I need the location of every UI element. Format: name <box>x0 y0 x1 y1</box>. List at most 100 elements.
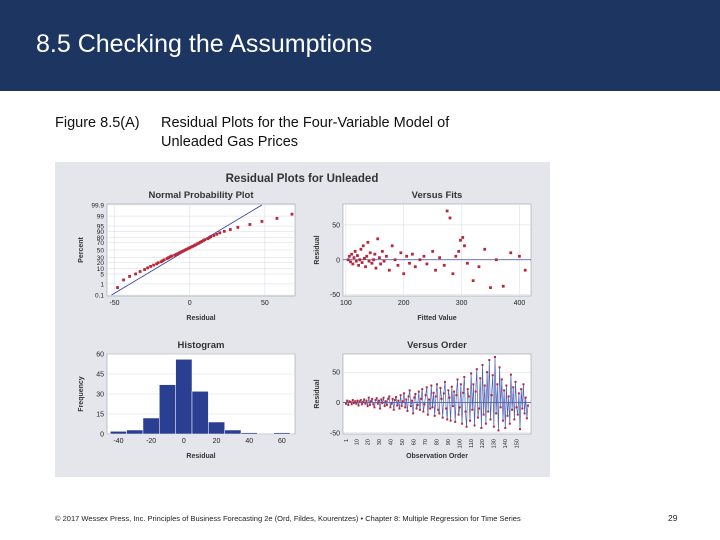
order-point <box>458 406 461 409</box>
npp-point <box>159 260 163 264</box>
order-point <box>347 403 350 406</box>
order-point <box>421 388 424 391</box>
order-point <box>494 356 497 359</box>
order-point <box>390 402 393 405</box>
fits-point <box>349 260 352 264</box>
hist-xtick-label: -40 <box>113 438 123 445</box>
order-point <box>413 396 416 399</box>
order-point <box>440 397 443 400</box>
fits-point <box>451 272 455 276</box>
order-xtick-label: 100 <box>457 439 463 448</box>
fits-point <box>399 251 403 255</box>
order-point <box>354 400 357 403</box>
order-point <box>461 422 464 425</box>
order-point <box>346 399 349 402</box>
order-point <box>384 400 387 403</box>
order-point <box>483 384 486 387</box>
npp-point <box>195 242 199 246</box>
order-point <box>397 399 400 402</box>
order-xtick-label: 40 <box>389 439 395 445</box>
order-point <box>359 399 362 402</box>
order-point <box>470 372 473 375</box>
slide-footer: © 2017 Wessex Press, Inc. Principles of … <box>55 514 521 523</box>
npp-point <box>138 270 142 273</box>
order-point <box>453 390 456 393</box>
order-point <box>463 376 466 379</box>
fits-point <box>360 261 364 264</box>
fits-point <box>418 258 422 262</box>
order-point <box>407 395 410 398</box>
npp-point <box>222 229 226 233</box>
fits-point <box>353 249 357 253</box>
order-point <box>524 396 527 399</box>
npp-point <box>167 256 171 260</box>
fits-point <box>501 284 505 288</box>
order-point <box>399 394 402 397</box>
order-point <box>490 394 493 397</box>
normal-probability-plot-title: Normal Probability Plot <box>148 190 254 201</box>
fits-point <box>393 258 397 262</box>
npp-point <box>209 235 213 239</box>
order-point <box>487 410 490 413</box>
order-point <box>508 422 511 425</box>
order-point <box>408 389 411 392</box>
order-point <box>479 377 482 380</box>
versus-order-plot-xlabel: Observation Order <box>406 453 468 460</box>
order-point <box>422 410 425 413</box>
fits-point <box>367 259 371 263</box>
npp-ytick-label: 20 <box>97 260 105 267</box>
order-point <box>450 385 453 388</box>
order-point <box>484 422 487 425</box>
caption-line-2: Unleaded Gas Prices <box>161 134 299 150</box>
order-xtick-label: 140 <box>503 439 509 448</box>
order-xtick-label: 130 <box>492 439 498 448</box>
order-point <box>393 399 396 402</box>
order-point <box>520 388 523 391</box>
fits-point <box>356 254 359 257</box>
order-point <box>438 412 441 415</box>
histogram-bar <box>110 431 127 435</box>
npp-point <box>275 216 279 220</box>
order-point <box>387 397 390 400</box>
order-xtick-label: 60 <box>412 439 418 445</box>
residual-plots-figure: Residual Plots for Unleaded Normal Probab… <box>55 162 550 477</box>
order-xtick-label: 150 <box>515 439 521 448</box>
order-point <box>409 405 412 408</box>
npp-xtick-label: 0 <box>188 300 192 307</box>
order-point <box>360 403 363 406</box>
npp-point <box>170 254 174 258</box>
fits-point <box>373 252 377 256</box>
npp-point <box>248 223 252 226</box>
fits-point <box>518 254 521 258</box>
npp-point <box>197 241 201 245</box>
order-point <box>507 395 510 398</box>
order-point <box>432 391 435 394</box>
order-point <box>468 419 471 422</box>
fits-point <box>384 254 388 258</box>
order-point <box>522 383 525 386</box>
order-point <box>363 398 366 401</box>
fits-point <box>387 268 391 272</box>
fits-point <box>438 256 442 260</box>
order-point <box>357 404 360 407</box>
histogram-bar <box>159 384 176 435</box>
order-point <box>358 400 361 403</box>
npp-point <box>212 234 216 237</box>
fits-point <box>408 261 411 265</box>
npp-point <box>179 250 183 254</box>
order-point <box>441 416 444 419</box>
figure-caption: Figure 8.5(A) Residual Plots for the Four… <box>55 114 449 152</box>
npp-ytick-label: 80 <box>97 235 105 242</box>
order-point <box>356 399 359 402</box>
order-point <box>515 406 518 409</box>
fits-point <box>379 262 382 266</box>
order-point <box>437 408 440 411</box>
order-point <box>395 396 398 399</box>
order-point <box>525 417 528 420</box>
order-point <box>420 397 423 400</box>
order-point <box>364 402 367 405</box>
npp-point <box>143 268 146 271</box>
order-point <box>345 402 347 405</box>
order-point <box>375 397 378 400</box>
npp-point <box>182 249 186 253</box>
